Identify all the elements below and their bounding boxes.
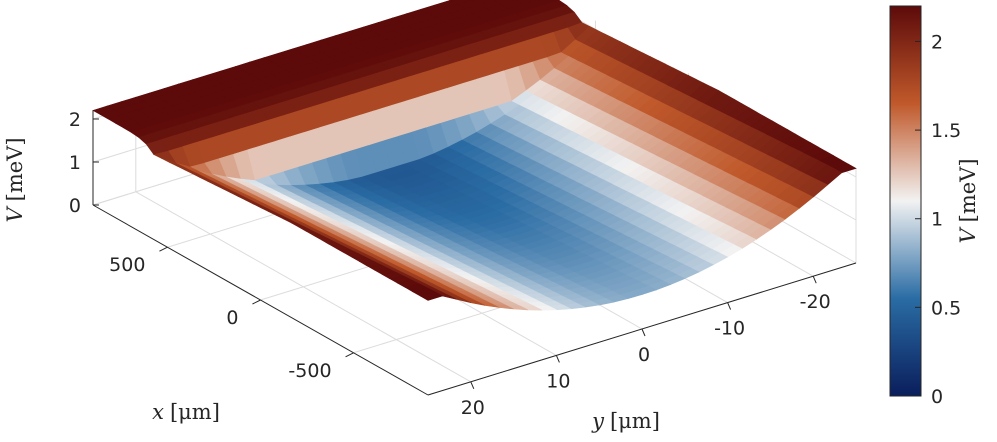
y-tick [727,302,732,310]
colorbar-tick-label: 0.5 [931,297,961,319]
colorbar-scale [889,5,922,397]
y-tick [641,328,646,337]
grid-line [135,191,472,383]
x-tick [345,352,354,358]
colorbar-tick-label: 1.5 [931,120,961,142]
y-tick [555,355,560,363]
axes: 500 0 -500 20 10 0 -10 -20 0 1 2 x [μm] y [μm] V[meV] [3,109,857,433]
z-tick-label: 1 [69,152,81,174]
colorbar-tick-label: 2 [931,31,943,53]
x-axis-label: x [μm] [152,400,220,424]
x-tick-label: 500 [109,254,145,276]
surface-plot [92,0,857,311]
x-tick-label: -500 [288,360,331,382]
x-tick [159,246,168,252]
y-axis-label: y [μm] [591,409,660,433]
y-tick-label: -10 [714,318,745,340]
y-tick-label: 10 [546,370,570,392]
colorbar-label: V[meV] [956,158,980,243]
y-tick [812,276,817,284]
colorbar-tick-label: 1 [931,209,943,231]
y-tick-label: -20 [800,291,831,313]
z-tick-label: 0 [69,195,81,217]
z-axis-label: V[meV] [3,137,27,222]
y-tick-label: 0 [638,344,650,366]
y-tick-label: 20 [461,397,485,419]
y-tick [470,381,475,389]
colorbar-tick-label: 0 [931,386,943,408]
x-tick [252,299,261,305]
x-tick-label: 0 [226,307,238,329]
surface-patch [419,291,444,301]
colorbar: 0 0.5 1 1.5 2 V[meV] [889,5,980,408]
z-tick-label: 2 [69,109,81,131]
